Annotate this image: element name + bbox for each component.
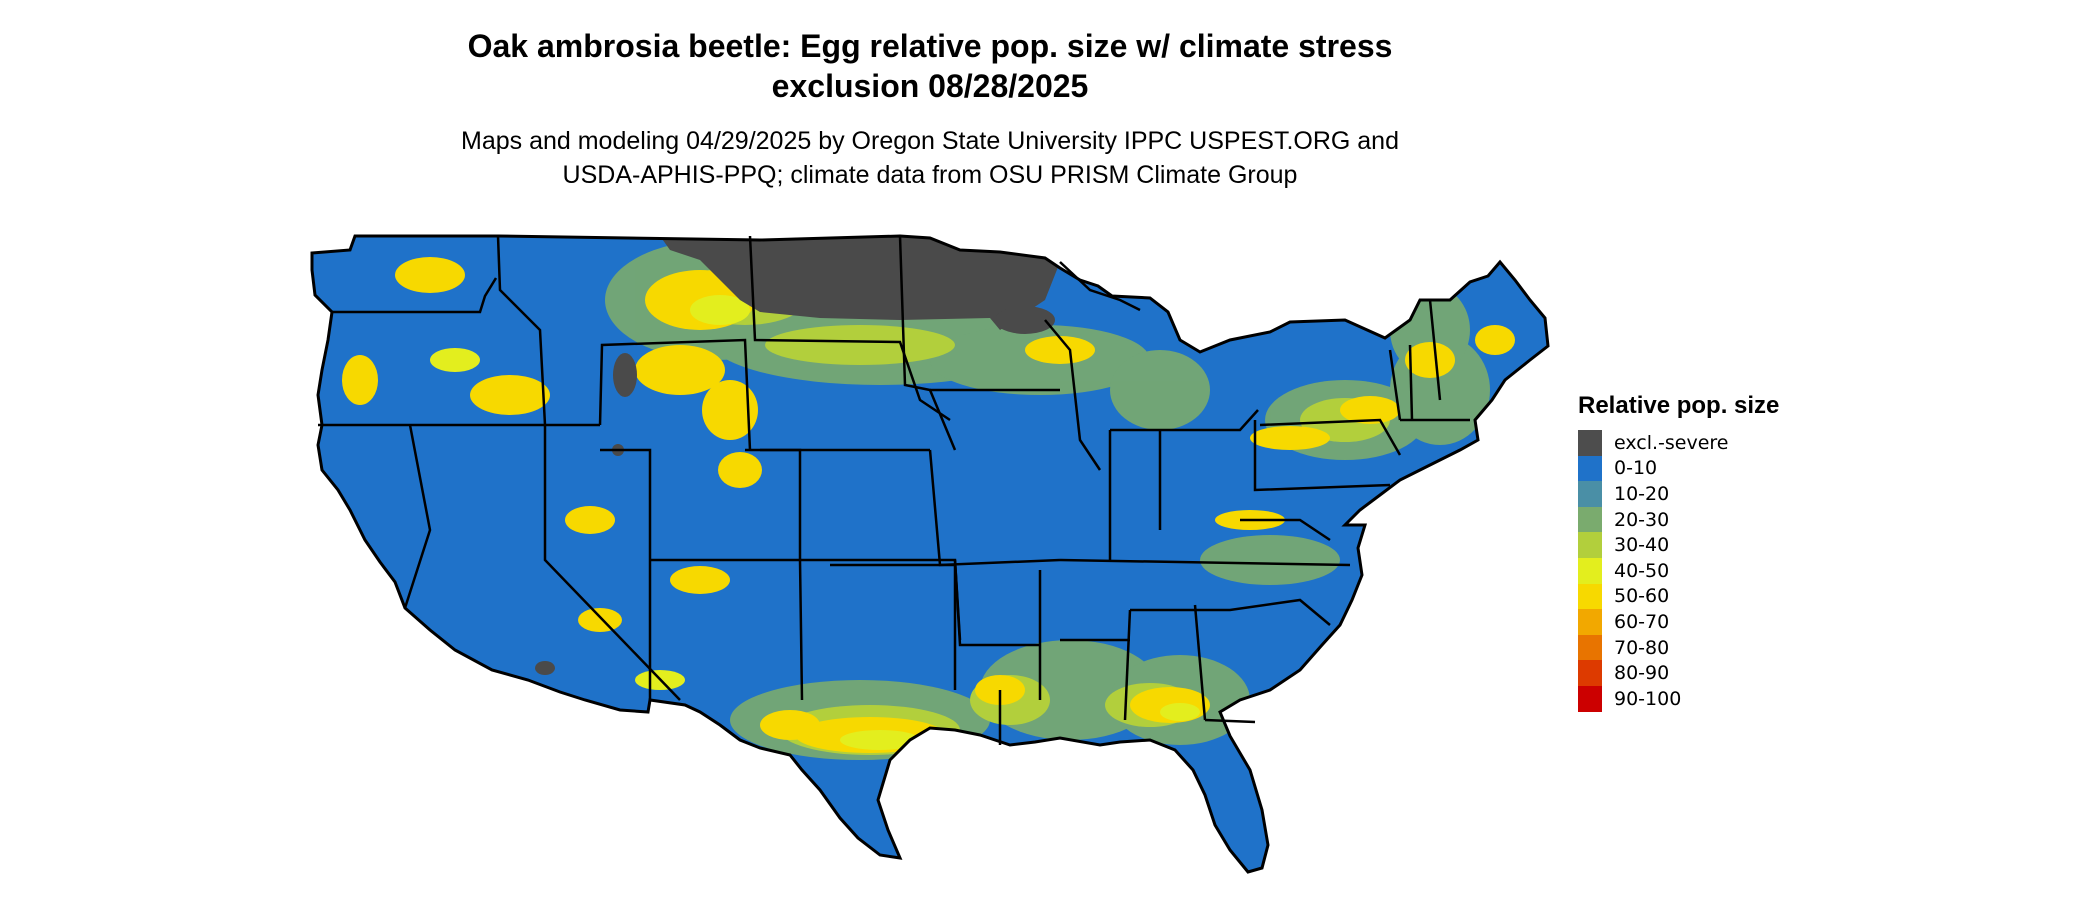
legend-item: 30-40 [1578, 532, 1779, 558]
legend-item: 80-90 [1578, 660, 1779, 686]
legend-label: 70-80 [1614, 636, 1670, 659]
legend-swatch [1578, 455, 1602, 482]
legend-label: 60-70 [1614, 610, 1670, 633]
legend-item: 0-10 [1578, 455, 1779, 482]
legend-swatch [1578, 583, 1602, 610]
legend-swatch [1578, 634, 1602, 661]
legend-label: 80-90 [1614, 662, 1670, 685]
legend-item: 70-80 [1578, 634, 1779, 661]
legend-item: 20-30 [1578, 506, 1779, 533]
legend-item: 40-50 [1578, 557, 1779, 584]
map-subtitle: Maps and modeling 04/29/2025 by Oregon S… [0, 124, 1860, 192]
us-map [310, 234, 1550, 874]
state-boundaries [318, 235, 1470, 745]
legend-item: 50-60 [1578, 583, 1779, 610]
map-title: Oak ambrosia beetle: Egg relative pop. s… [0, 26, 1860, 106]
legend-swatch [1578, 532, 1602, 558]
legend-item: 10-20 [1578, 481, 1779, 507]
map-heat-layers [342, 236, 1515, 760]
legend-label: 20-30 [1614, 508, 1670, 531]
legend-swatch [1578, 430, 1602, 456]
legend-item: 90-100 [1578, 685, 1779, 712]
legend-swatch [1578, 660, 1602, 686]
legend-label: 10-20 [1614, 482, 1670, 505]
subtitle-line-2: USDA-APHIS-PPQ; climate data from OSU PR… [562, 161, 1298, 189]
legend-label: 50-60 [1614, 585, 1670, 608]
legend-swatch [1578, 557, 1602, 584]
legend-swatch [1578, 481, 1602, 507]
legend-items: excl.-severe 0-10 10-20 20-30 30-40 40-50 50-6… [1578, 430, 1779, 712]
legend-swatch [1578, 506, 1602, 533]
legend-label: 40-50 [1614, 559, 1670, 582]
legend: Relative pop. size excl.-severe 0-10 10-20… [1578, 392, 1779, 712]
legend-swatch [1578, 609, 1602, 635]
legend-item: excl.-severe [1578, 430, 1779, 456]
title-line-1: Oak ambrosia beetle: Egg relative pop. s… [467, 28, 1393, 64]
legend-item: 60-70 [1578, 609, 1779, 635]
legend-title: Relative pop. size [1578, 392, 1780, 419]
legend-label: 90-100 [1614, 687, 1682, 710]
subtitle-line-1: Maps and modeling 04/29/2025 by Oregon S… [461, 127, 1399, 155]
legend-label: 0-10 [1614, 457, 1658, 480]
legend-label: excl.-severe [1614, 431, 1729, 454]
legend-label: 30-40 [1614, 534, 1670, 557]
legend-swatch [1578, 685, 1602, 712]
title-line-2: exclusion 08/28/2025 [771, 68, 1089, 104]
